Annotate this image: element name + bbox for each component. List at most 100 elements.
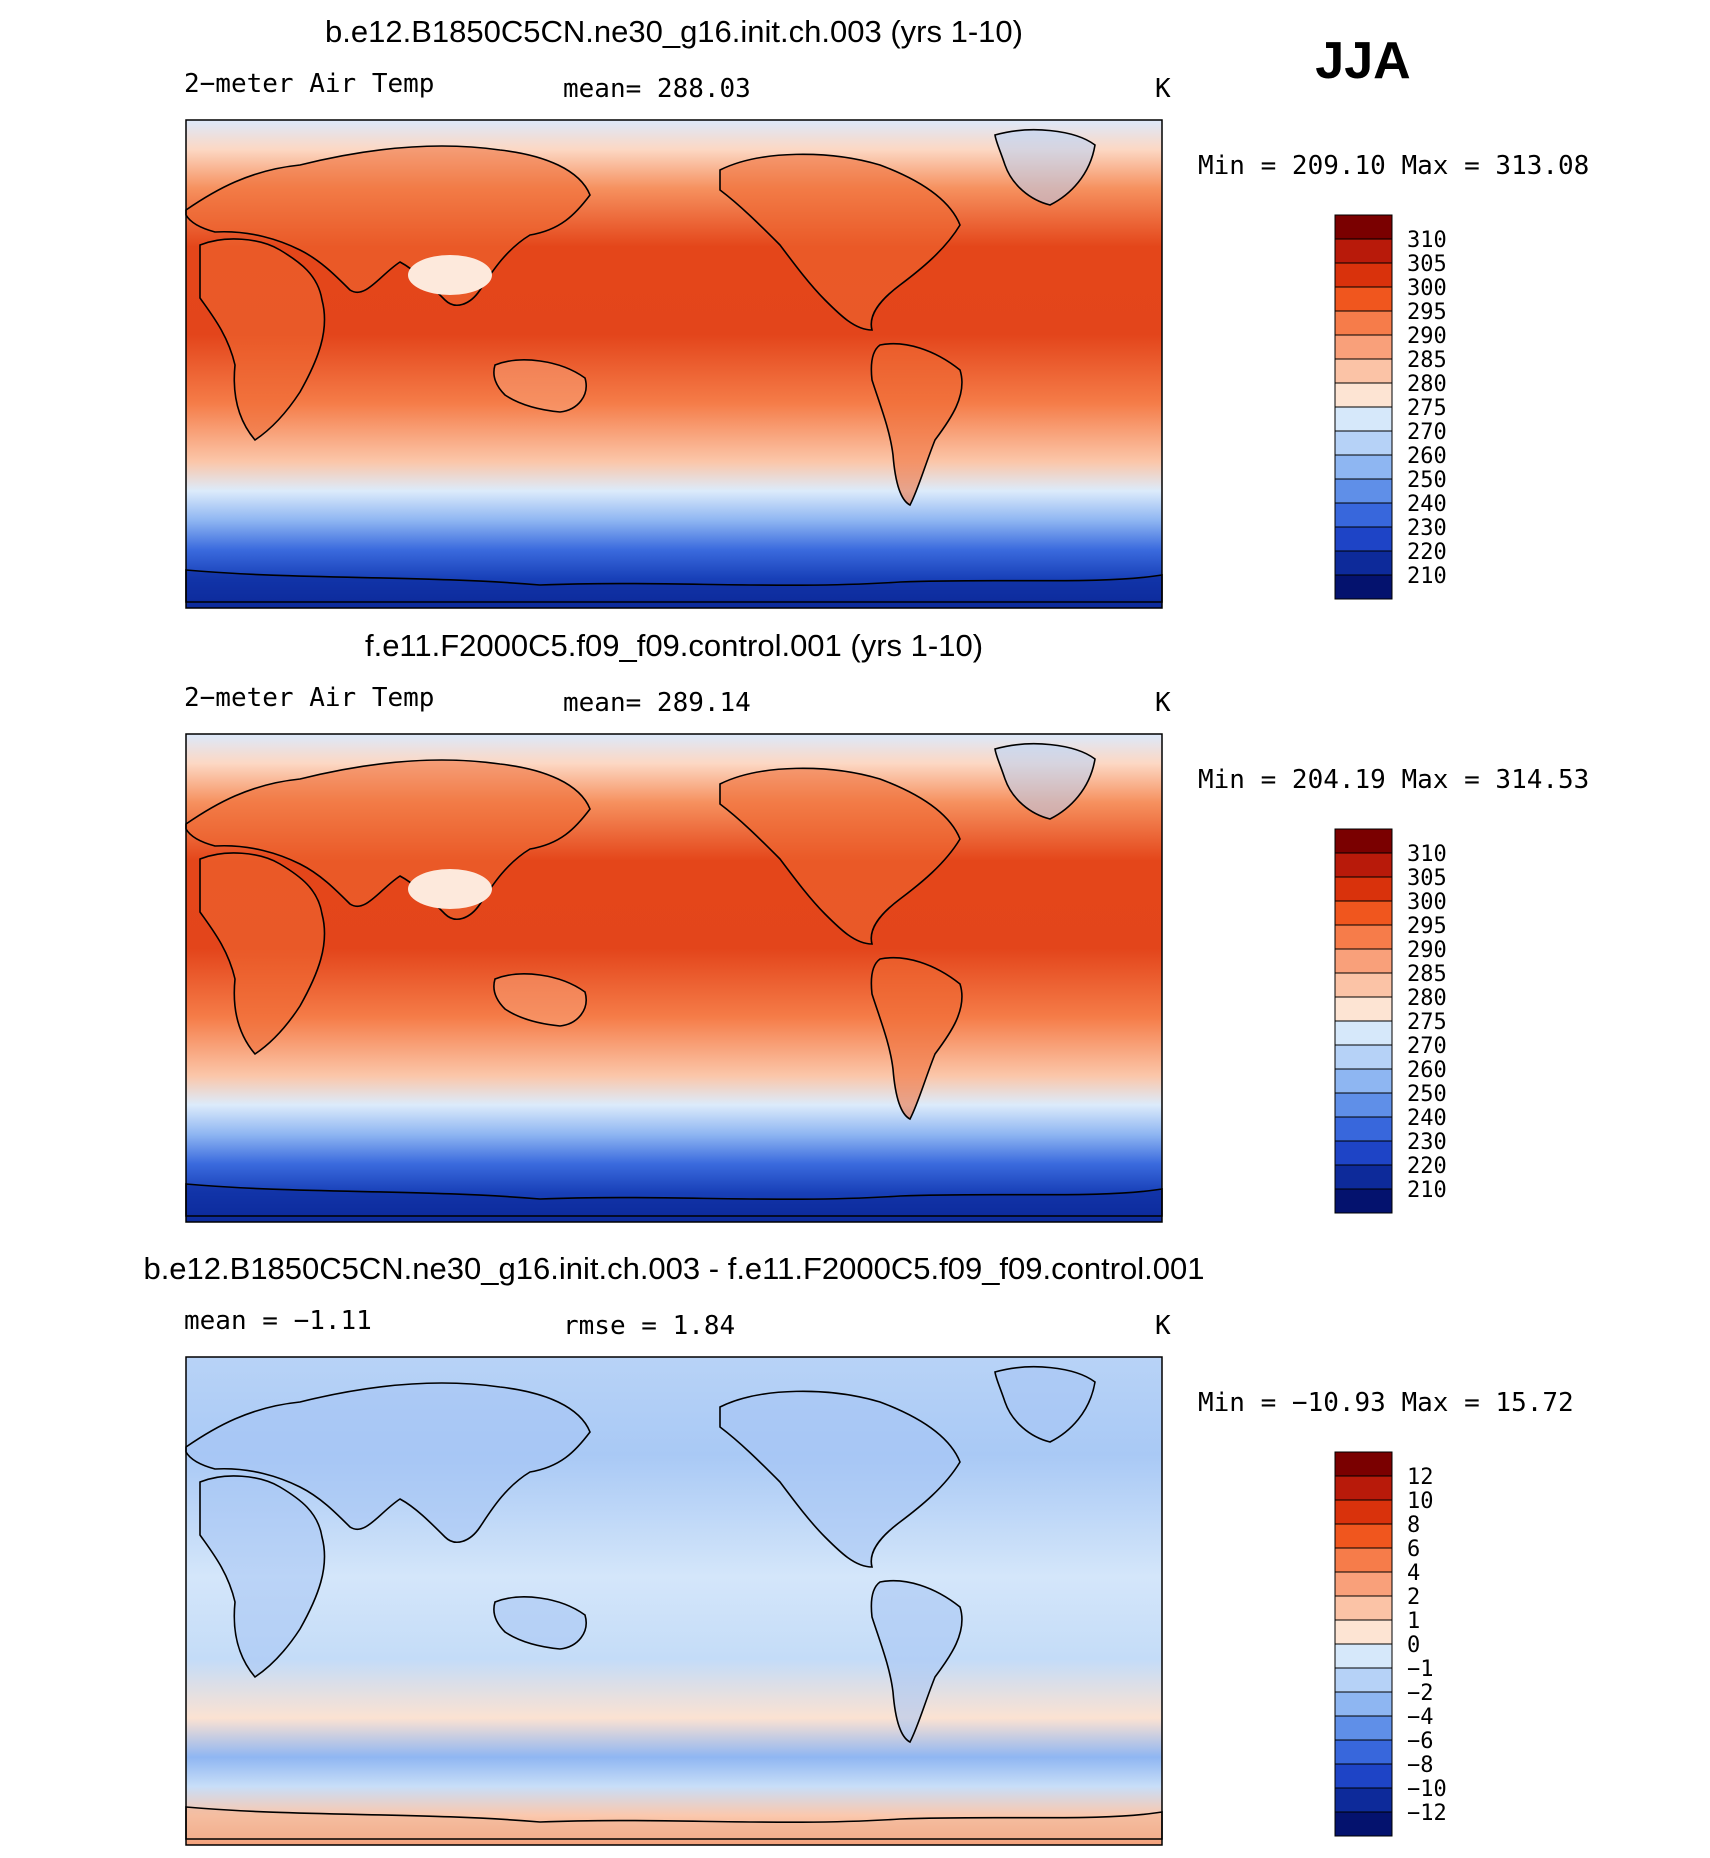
colorbar-swatch (1334, 1763, 1393, 1789)
colorbar-tick-label: 240 (1407, 1106, 1447, 1131)
coastline (185, 1806, 1163, 1840)
coastline (185, 1382, 591, 1543)
coastline (185, 759, 591, 920)
colorbar-swatch (1334, 478, 1393, 504)
minmax-label: Min = 209.10 Max = 313.08 (1198, 151, 1589, 181)
colorbar-tick-label: 300 (1407, 890, 1447, 915)
colorbar-swatch (1334, 214, 1393, 240)
colorbar-swatch (1334, 238, 1393, 264)
colorbar-swatch (1334, 502, 1393, 528)
colorbar-tick-label: 250 (1407, 468, 1447, 493)
continents (185, 743, 1163, 1217)
colorbar-tick-label: 285 (1407, 348, 1447, 373)
colorbar-swatch (1334, 1547, 1393, 1573)
colorbar-tick-label: 240 (1407, 492, 1447, 517)
coastline (719, 153, 961, 331)
continents (185, 129, 1163, 603)
colorbar-swatch (1334, 948, 1393, 974)
colorbar-swatch (1334, 1451, 1393, 1477)
colorbar-tick-label: −4 (1407, 1705, 1434, 1730)
colorbar-swatch (1334, 1691, 1393, 1717)
colorbar-tick-label: 290 (1407, 324, 1447, 349)
colorbar-swatch (1334, 1787, 1393, 1813)
colorbar-swatch (1334, 924, 1393, 950)
minmax-label: Min = 204.19 Max = 314.53 (1198, 765, 1589, 795)
colorbar-tick-label: 12 (1407, 1465, 1434, 1490)
coastline (870, 1579, 963, 1744)
colorbar-tick-label: 2 (1407, 1585, 1420, 1610)
stat-label: rmse = 1.84 (563, 1311, 735, 1341)
coastline (994, 1366, 1096, 1443)
colorbar-tick-label: 8 (1407, 1513, 1420, 1538)
colorbar-swatch (1334, 996, 1393, 1022)
colorbar-swatch (1334, 1475, 1393, 1501)
colorbar-tick-label: −2 (1407, 1681, 1434, 1706)
coastline (493, 973, 587, 1027)
colorbar-swatch (1334, 900, 1393, 926)
coastline (199, 852, 326, 1056)
colorbar-swatch (1334, 382, 1393, 408)
colorbar-tick-label: 260 (1407, 444, 1447, 469)
colorbar-swatch (1334, 1523, 1393, 1549)
colorbar-tick-label: 260 (1407, 1058, 1447, 1083)
colorbar-tick-label: −6 (1407, 1729, 1434, 1754)
colorbar-swatch (1334, 550, 1393, 576)
panel-3: b.e12.B1850C5CN.ne30_g16.init.ch.003 - f… (143, 1251, 1574, 1846)
panel-1: b.e12.B1850C5CN.ne30_g16.init.ch.003 (yr… (184, 14, 1589, 609)
colorbar-tick-label: 305 (1407, 866, 1447, 891)
variable-label: mean = −1.11 (184, 1306, 372, 1336)
colorbar-swatch (1334, 526, 1393, 552)
colorbar-swatch (1334, 574, 1393, 600)
colorbar-swatch (1334, 1116, 1393, 1142)
colorbar-swatch (1334, 430, 1393, 456)
colorbar-swatch (1334, 852, 1393, 878)
colorbar-swatch (1334, 972, 1393, 998)
coastline (870, 956, 963, 1121)
coastline (994, 743, 1096, 820)
colorbar-tick-label: 280 (1407, 372, 1447, 397)
colorbar-swatch (1334, 334, 1393, 360)
colorbar-swatch (1334, 1715, 1393, 1741)
colorbar-tick-label: 230 (1407, 1130, 1447, 1155)
colorbar-swatch (1334, 262, 1393, 288)
stat-label: mean= 288.03 (563, 74, 751, 104)
variable-label: 2−meter Air Temp (184, 683, 434, 713)
map-frame (185, 1356, 1163, 1846)
colorbar-tick-label: 0 (1407, 1633, 1420, 1658)
colorbar-tick-label: 6 (1407, 1537, 1420, 1562)
colorbar-tick-label: 305 (1407, 252, 1447, 277)
panel-2: f.e11.F2000C5.f09_f09.control.001 (yrs 1… (184, 628, 1589, 1223)
colorbar-tick-label: 1 (1407, 1609, 1420, 1634)
colorbar-tick-label: 250 (1407, 1082, 1447, 1107)
units-label: K (1155, 1311, 1171, 1341)
colorbar-tick-label: 210 (1407, 1178, 1447, 1203)
colorbar-swatch (1334, 876, 1393, 902)
colorbar-tick-label: 230 (1407, 516, 1447, 541)
coastline (870, 342, 963, 507)
coastline (199, 1475, 326, 1679)
units-label: K (1155, 688, 1171, 718)
colorbar-tick-label: 310 (1407, 842, 1447, 867)
colorbar-swatch (1334, 828, 1393, 854)
colorbar-swatch (1334, 1020, 1393, 1046)
colorbar-tick-label: 290 (1407, 938, 1447, 963)
colorbar-tick-label: −8 (1407, 1753, 1434, 1778)
colorbar-tick-label: 210 (1407, 564, 1447, 589)
coastline (493, 359, 587, 413)
colorbar-tick-label: 270 (1407, 420, 1447, 445)
units-label: K (1155, 74, 1171, 104)
colorbar-swatch (1334, 310, 1393, 336)
colorbar-swatch (1334, 1068, 1393, 1094)
stat-label: mean= 289.14 (563, 688, 751, 718)
colorbar-tick-label: 220 (1407, 1154, 1447, 1179)
coastline (185, 1183, 1163, 1217)
colorbar-tick-label: 4 (1407, 1561, 1420, 1586)
colorbar-swatch (1334, 1619, 1393, 1645)
plateau-patch (408, 255, 492, 295)
plateau-patch (408, 869, 492, 909)
minmax-label: Min = −10.93 Max = 15.72 (1198, 1388, 1574, 1418)
colorbar-swatch (1334, 1164, 1393, 1190)
colorbar-tick-label: 310 (1407, 228, 1447, 253)
season-label: JJA (1315, 32, 1410, 90)
